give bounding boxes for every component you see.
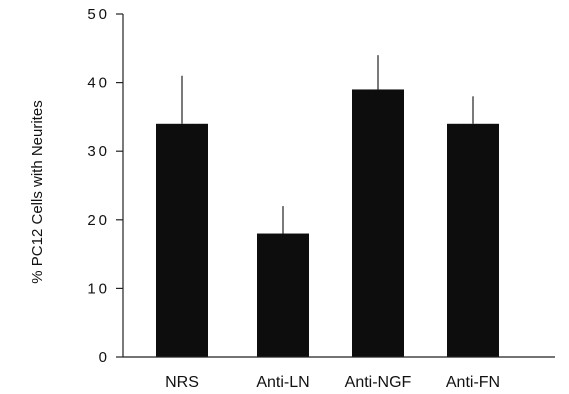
bar-anti-ngf [352,89,404,358]
x-tick-label: Anti-LN [256,374,309,391]
x-axis-labels: NRS Anti-LN Anti-NGF Anti-FN [165,374,500,391]
bar-nrs [156,123,208,357]
y-tick-label: 20 [87,212,110,229]
x-tick-label: Anti-FN [446,374,500,391]
error-bars-group [181,55,474,234]
x-tick-label: Anti-NGF [345,374,412,391]
bars-group [156,89,499,358]
y-tick-label: 40 [87,75,110,92]
bar-anti-fn [447,123,499,357]
y-tick-label: 50 [87,6,110,23]
y-tick-label: 10 [87,280,110,297]
y-tick-label: 30 [87,143,110,160]
y-tick-label: 0 [99,349,110,366]
y-axis-label: % PC12 Cells with Neurites [29,100,46,283]
bar-anti-ln [257,233,309,357]
x-tick-label: NRS [165,374,199,391]
y-axis-ticks: 0 10 20 30 40 50 [87,6,123,366]
